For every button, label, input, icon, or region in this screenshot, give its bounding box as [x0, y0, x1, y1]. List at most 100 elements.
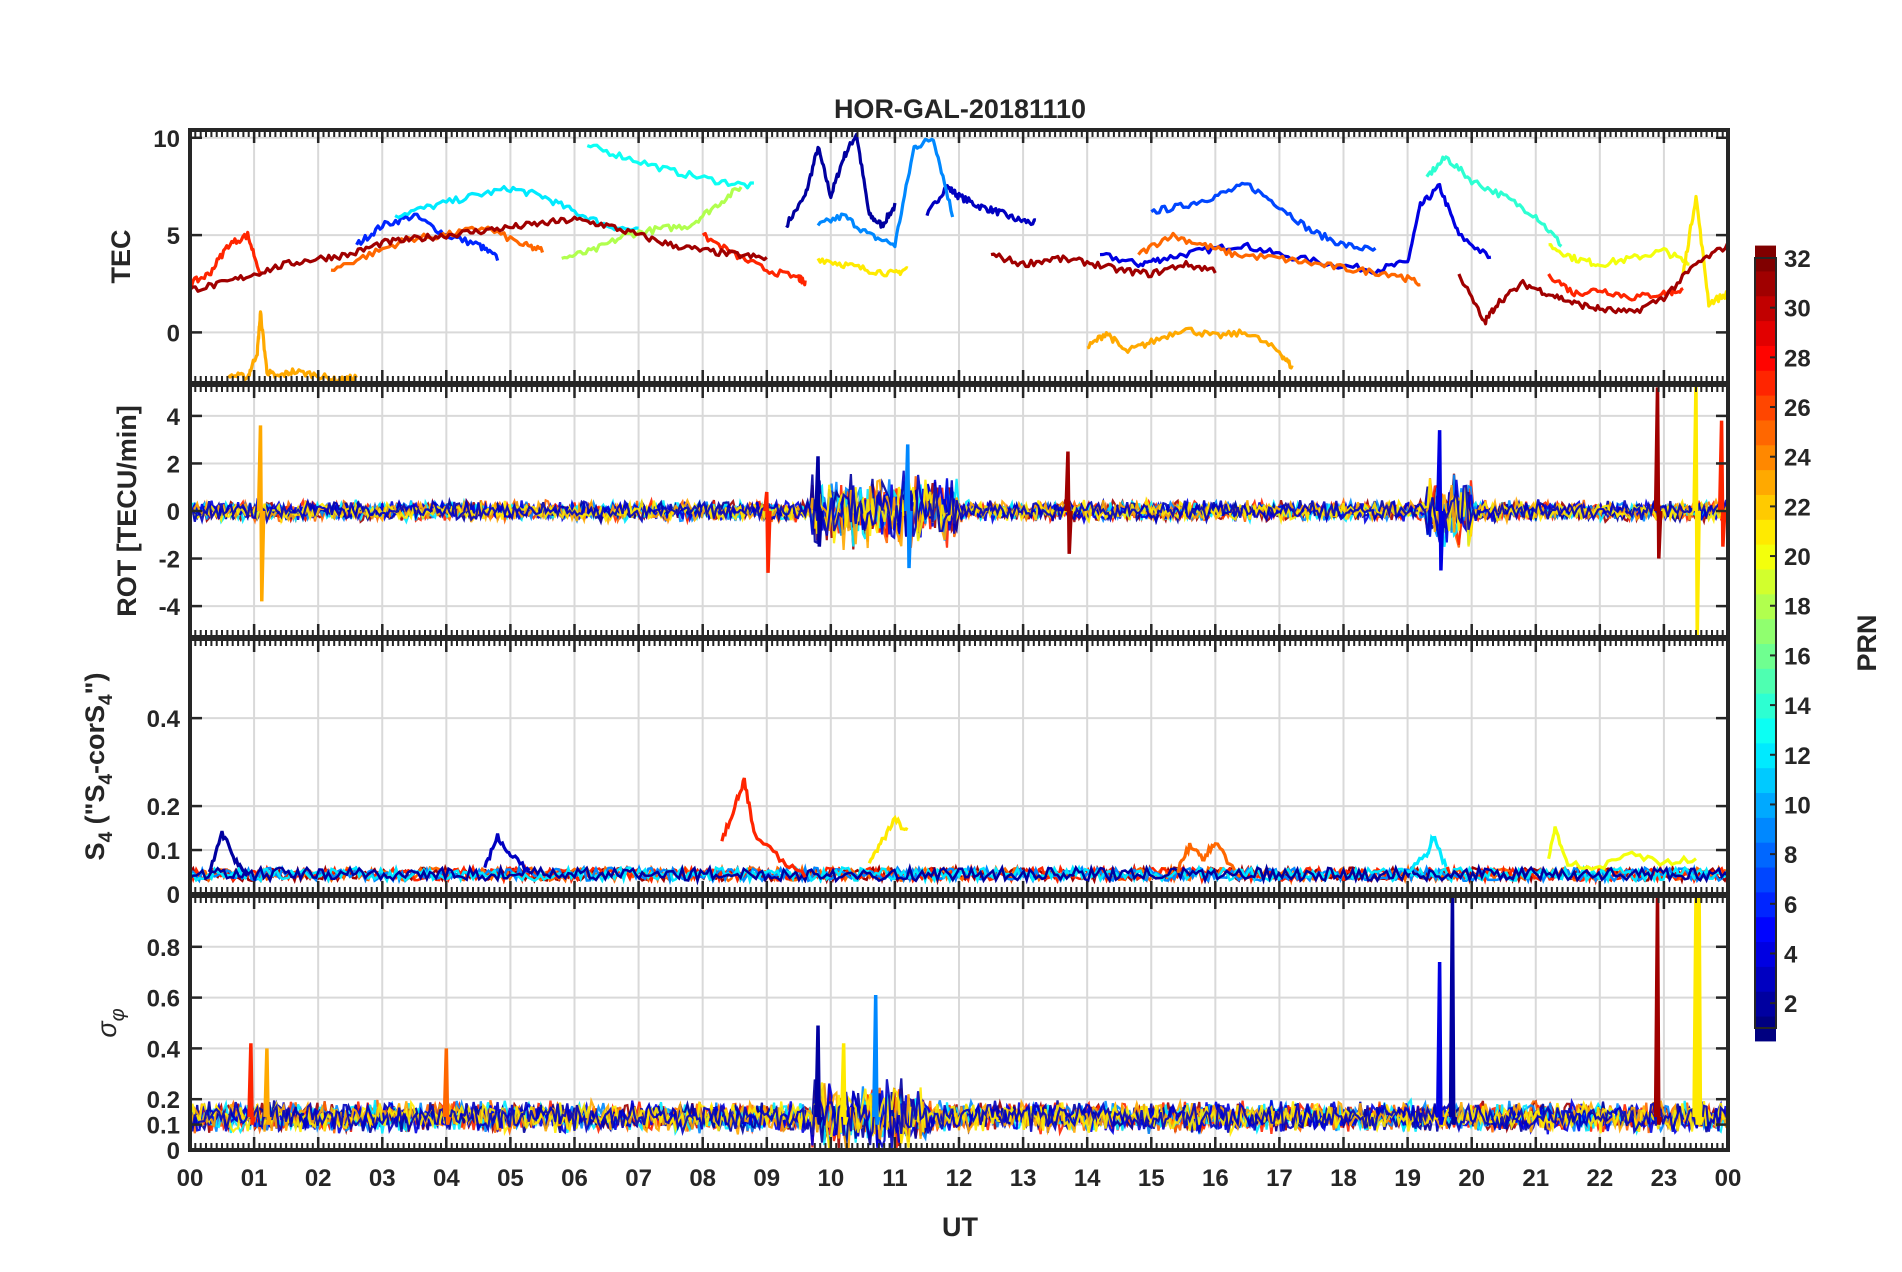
x-tick-label: 16	[1202, 1165, 1229, 1192]
x-tick-label: 20	[1458, 1165, 1485, 1192]
colorbar-segment	[1755, 568, 1776, 595]
y-tick-label-sigma: 0	[167, 1138, 180, 1165]
y-tick-label-rot: 0	[167, 499, 180, 526]
sigma-spike-prn-4	[1435, 962, 1445, 1126]
x-tick-label: 00	[177, 1165, 204, 1192]
y-tick-label-tec: 10	[153, 126, 180, 153]
colorbar-segment	[1755, 643, 1776, 669]
x-tick-label: 07	[625, 1165, 652, 1192]
rot-series-prn-3	[190, 470, 1728, 543]
colorbar-tick-label: 14	[1784, 693, 1811, 720]
rot-spike-prn-23	[256, 425, 266, 602]
y-axis-label-s4: S4 ("S4-corS4")	[80, 673, 117, 861]
colorbar-tick-label: 22	[1784, 494, 1811, 521]
colorbar-segment	[1755, 444, 1776, 471]
colorbar-tick-label: 20	[1784, 544, 1811, 571]
colorbar-segment	[1755, 493, 1776, 520]
colorbar-tick-label: 30	[1784, 296, 1811, 323]
colorbar-tick-label: 2	[1784, 991, 1797, 1018]
y-tick-label-rot: -4	[159, 594, 181, 621]
x-tick-label: 06	[561, 1165, 588, 1192]
tec-series-prn-31	[190, 215, 1728, 326]
colorbar-segment	[1755, 692, 1776, 719]
colorbar-segment	[1755, 320, 1776, 346]
y-tick-label-rot: 4	[167, 404, 181, 431]
x-tick-label: 22	[1586, 1165, 1613, 1192]
y-tick-label-rot: 2	[167, 451, 180, 478]
s4-series-prn-21	[867, 814, 909, 864]
y-tick-label-s4: 0.1	[147, 838, 180, 865]
colorbar-segment	[1755, 469, 1776, 495]
panel-sigma: 00.10.2 0.4 0.6 0.8 σφ	[92, 894, 1730, 1165]
panel-s4: 0 0.1 0.2 0.4 S4 ("S4-corS4")	[80, 637, 1730, 909]
colorbar-segment	[1755, 990, 1776, 1017]
panel-rot: -4 -2 0 2 4 ROT [TECU/min]	[112, 383, 1730, 639]
x-tick-label: 21	[1522, 1165, 1549, 1192]
colorbar-segment	[1755, 965, 1776, 992]
x-major-ticks-s4	[188, 639, 1730, 894]
rot-spike-prn-31	[1653, 387, 1663, 559]
sigma-spike-prn-2	[1448, 896, 1458, 1126]
colorbar-tick-label: 8	[1784, 842, 1797, 869]
tec-series-prn-9	[816, 137, 955, 249]
y-tick-label-sigma: 0.1	[147, 1113, 180, 1140]
y-tick-label-s4: 0.2	[147, 794, 180, 821]
colorbar-tick-label: 4	[1784, 941, 1798, 968]
colorbar-segment	[1755, 369, 1776, 396]
tec-series-prn-13	[586, 143, 754, 190]
y-tick-label-sigma: 0.2	[147, 1087, 180, 1114]
panel-sigma-data	[190, 896, 1728, 1150]
colorbar-segment	[1755, 270, 1776, 297]
colorbar-segment	[1755, 618, 1776, 644]
colorbar-tick-label: 24	[1784, 445, 1811, 472]
s4-series-prn-25	[1176, 841, 1237, 874]
colorbar-segment	[1755, 891, 1776, 918]
colorbar-segment	[1755, 543, 1776, 570]
y-axis-label-tec: TEC	[106, 230, 136, 284]
y-tick-label-sigma: 0.8	[147, 935, 180, 962]
colorbar-segment	[1755, 767, 1776, 794]
x-tick-label: 01	[241, 1165, 268, 1192]
chart-title: HOR-GAL-20181110	[834, 94, 1086, 124]
x-tick-label: 23	[1651, 1165, 1678, 1192]
tec-series-prn-18	[561, 186, 743, 260]
x-axis-label: UT	[942, 1212, 978, 1242]
y-tick-label-tec: 5	[167, 223, 180, 250]
tec-series-prn-6	[355, 212, 500, 262]
colorbar-segment	[1755, 419, 1776, 446]
colorbar-segment	[1755, 394, 1776, 421]
x-major-ticks-sigma	[188, 896, 1730, 1150]
colorbar-frame	[1754, 257, 1777, 1029]
x-tick-label: 13	[1010, 1165, 1037, 1192]
s4-series-prn-2	[207, 830, 249, 877]
colorbar-segment	[1755, 792, 1776, 818]
colorbar-segment	[1755, 816, 1776, 843]
sigma-spike-prn-23	[263, 1048, 272, 1126]
y-axis-label-sigma: σφ	[92, 1008, 129, 1037]
y-tick-label-rot: -2	[159, 547, 180, 574]
colorbar-segment	[1755, 742, 1776, 769]
colorbar-segment	[1755, 593, 1776, 620]
colorbar-segment	[1755, 717, 1776, 744]
sigma-spike-prn-2	[814, 1025, 823, 1126]
colorbar-tick-label: 18	[1784, 594, 1811, 621]
colorbar-segment	[1755, 916, 1776, 943]
colorbar-tick-label: 10	[1784, 792, 1811, 819]
colorbar-tick-label: 28	[1784, 345, 1811, 372]
x-major-ticks-rot	[188, 385, 1730, 637]
x-tick-label: 12	[946, 1165, 973, 1192]
rot-spike-prn-2	[814, 456, 823, 547]
s4-series-prn-12	[1407, 833, 1448, 874]
s4-series-prn-27	[720, 777, 807, 878]
colorbar-tick-label: 16	[1784, 643, 1811, 670]
colorbar-segment	[1755, 295, 1776, 322]
colorbar-segment	[1755, 841, 1776, 868]
x-tick-label: 03	[369, 1165, 396, 1192]
panel-tec: 0 5 10 TEC	[106, 126, 1730, 385]
sigma-spike-prn-21	[1695, 896, 1705, 1126]
colorbar-segment	[1755, 866, 1776, 893]
tec-series-prn-21	[816, 194, 1728, 308]
colorbar-segment	[1755, 941, 1776, 967]
tec-series-prn-20	[1548, 243, 1690, 269]
